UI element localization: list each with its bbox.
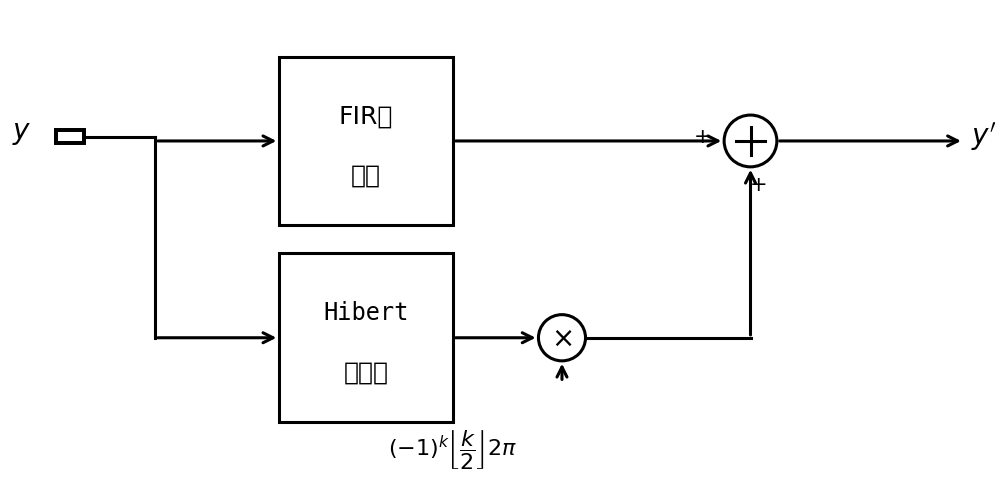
Text: $\times$: $\times$ <box>551 324 573 352</box>
Text: FIR微: FIR微 <box>339 105 393 128</box>
Text: 分器: 分器 <box>351 163 381 187</box>
Bar <box>279 58 453 226</box>
Text: +: + <box>693 127 711 147</box>
Text: 滤波器: 滤波器 <box>344 360 389 384</box>
Bar <box>56 131 84 144</box>
Text: $y'$: $y'$ <box>971 120 996 153</box>
Text: Hibert: Hibert <box>323 301 409 325</box>
Circle shape <box>724 116 777 168</box>
Text: +: + <box>750 175 767 195</box>
Text: $y$: $y$ <box>12 119 31 146</box>
Text: $(-1)^{k}\left\lfloor\dfrac{k}{2}\right\rfloor 2\pi$: $(-1)^{k}\left\lfloor\dfrac{k}{2}\right\… <box>388 427 517 470</box>
Circle shape <box>538 315 586 361</box>
Bar <box>279 254 453 422</box>
